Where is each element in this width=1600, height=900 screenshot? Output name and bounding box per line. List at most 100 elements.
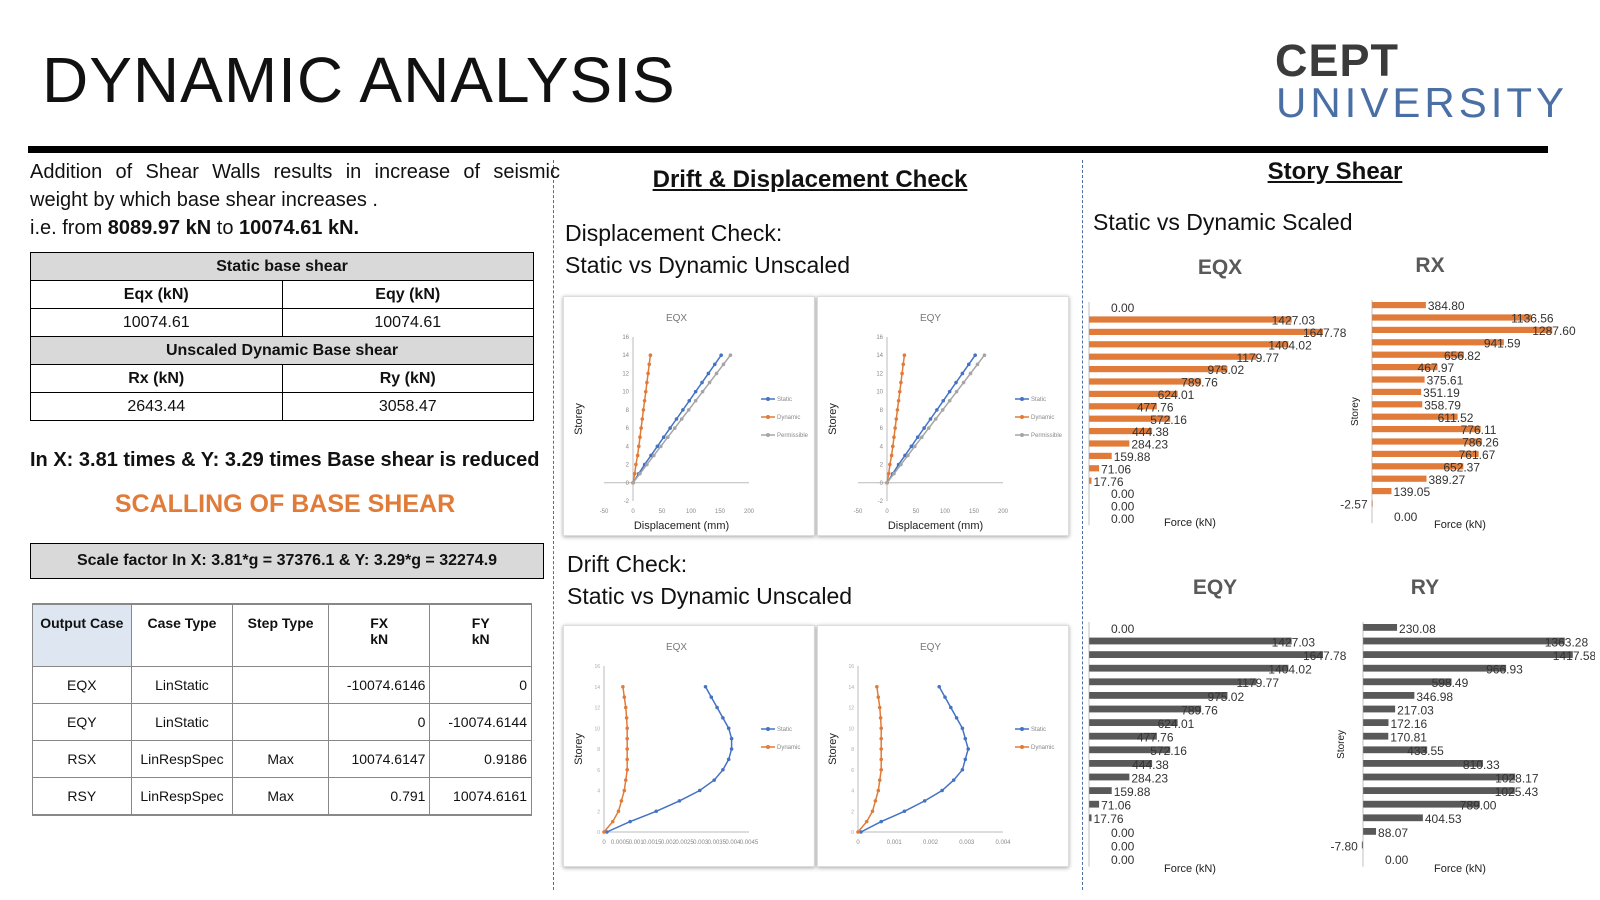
x-tick-label: 0.004: [995, 840, 1011, 846]
data-point: [960, 371, 965, 376]
data-point: [703, 684, 708, 689]
y-tick-label: 12: [848, 706, 854, 712]
bar: [1363, 773, 1516, 781]
bar: [1372, 351, 1464, 358]
legend-marker: [1020, 415, 1024, 419]
x-tick-label: 0.0045: [740, 840, 759, 846]
table-cell: RSX: [32, 740, 132, 778]
bar: [1372, 450, 1479, 457]
bar: [1363, 637, 1565, 645]
data-label: 1025.43: [1495, 785, 1539, 799]
x-tick-label: 0.0015: [643, 840, 662, 846]
bar: [1089, 637, 1292, 645]
data-point: [697, 788, 702, 793]
data-point: [625, 726, 629, 731]
y-tick-label: 2: [851, 809, 854, 815]
data-point: [940, 408, 945, 412]
data-point: [896, 398, 901, 403]
bar: [1363, 678, 1452, 686]
y-tick-label: 14: [622, 353, 629, 359]
eqx-value: 10074.61: [30, 308, 283, 337]
legend-marker: [766, 415, 770, 419]
table-row: EQY LinStatic 0 -10074.6144: [32, 703, 532, 741]
data-label: 1136.56: [1511, 312, 1554, 326]
y-tick-label: 6: [880, 426, 884, 432]
x-tick-label: 50: [659, 509, 666, 515]
data-point: [926, 426, 931, 430]
y-tick-label: 12: [622, 371, 629, 377]
data-label: 1404.02: [1268, 338, 1312, 352]
bar: [1089, 800, 1100, 808]
data-point: [877, 778, 882, 782]
legend-label: Static: [1031, 727, 1046, 733]
data-point: [966, 362, 971, 367]
data-point: [638, 471, 642, 476]
data-point: [677, 799, 682, 803]
x-tick-label: 0: [885, 509, 889, 515]
table-row: RSY LinRespSpec Max 0.791 10074.6161: [32, 777, 532, 815]
y-tick-label: 16: [848, 664, 854, 670]
column-divider-right: [1082, 160, 1083, 890]
data-point: [622, 695, 627, 699]
y-tick-label: 10: [848, 726, 854, 732]
legend-marker: [766, 745, 770, 749]
data-point: [933, 417, 938, 421]
y-tick-label: 0: [626, 481, 630, 487]
intro-ie: i.e. from: [30, 217, 108, 239]
data-point: [659, 444, 663, 449]
data-label: 652.37: [1443, 460, 1480, 474]
data-point: [906, 453, 910, 458]
bar: [1089, 452, 1112, 459]
data-point: [700, 380, 704, 385]
data-point: [928, 417, 933, 421]
data-point: [712, 778, 716, 782]
y-tick-label: 2: [880, 463, 884, 469]
eqy-value: 10074.61: [281, 308, 534, 337]
bar: [1372, 302, 1426, 309]
data-point: [729, 747, 734, 751]
x-tick-label: 200: [744, 509, 755, 515]
table-cell: LinRespSpec: [131, 740, 234, 778]
data-point: [963, 736, 968, 741]
data-point: [610, 819, 615, 824]
y-tick-label: 12: [876, 371, 883, 377]
table-cell: 0: [429, 666, 532, 704]
data-label: 389.27: [1428, 473, 1465, 487]
x-tick-label: 100: [686, 509, 697, 515]
data-point: [973, 353, 977, 358]
data-label: 1028.17: [1495, 771, 1539, 785]
static-header: Static base shear: [30, 252, 534, 281]
legend-marker: [766, 727, 770, 731]
intro-text: Addition of Shear Walls results in incre…: [30, 161, 560, 211]
data-label: 0.00: [1111, 826, 1135, 840]
data-label: 159.88: [1114, 450, 1151, 464]
data-point: [940, 788, 944, 793]
y-tick-label: 0: [851, 830, 854, 836]
data-label: 611.52: [1438, 411, 1474, 425]
x-tick-label: 200: [998, 509, 1009, 515]
table-cell: 10074.6161: [429, 777, 532, 815]
bar: [1372, 364, 1438, 371]
data-label: 761.67: [1459, 448, 1496, 462]
table-row: EQX LinStatic -10074.6146 0: [32, 666, 532, 704]
data-point: [624, 716, 629, 720]
data-point: [643, 389, 648, 394]
bar: [1363, 651, 1573, 658]
data-point: [895, 408, 900, 412]
data-point: [623, 778, 628, 782]
data-point: [625, 757, 629, 762]
bar: [1089, 692, 1228, 699]
legend-label: Static: [1031, 397, 1046, 403]
drift-check-label: Drift Check:: [567, 551, 688, 577]
data-point: [668, 426, 672, 430]
page-title: DYNAMIC ANALYSIS: [42, 44, 676, 116]
data-point: [889, 453, 894, 458]
y-tick-label: 6: [597, 768, 600, 774]
x-tick-label: 0.0005: [611, 840, 630, 846]
data-point: [891, 444, 895, 449]
bar: [1089, 814, 1092, 822]
data-point: [628, 819, 632, 824]
output-table-header: FY kN: [429, 604, 532, 667]
data-label: 1427.03: [1272, 635, 1316, 649]
data-point: [638, 435, 642, 440]
